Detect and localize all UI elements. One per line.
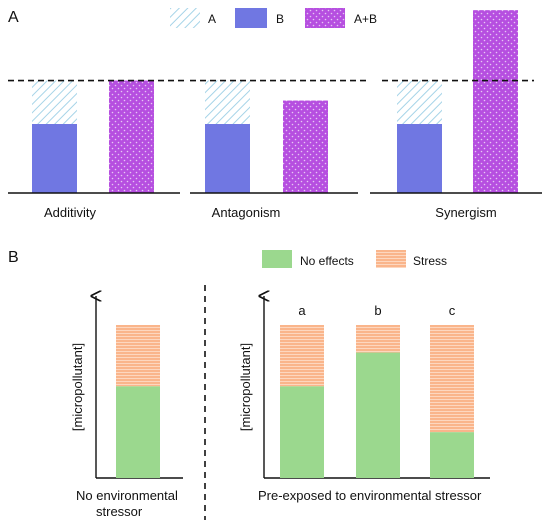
- right-bar-stress-c: [430, 325, 474, 433]
- bar-a-synergism: [397, 80, 442, 124]
- bar-a-antagonism: [205, 80, 250, 124]
- legend-swatch-no-effects: [262, 250, 292, 268]
- legend-label-ab: A+B: [354, 12, 377, 26]
- right-bar-stress-b: [356, 325, 400, 353]
- panel-a-label: A: [8, 9, 19, 26]
- left-y-axis-label: [micropollutant]: [70, 343, 85, 431]
- bar-ab-additivity: [109, 80, 154, 193]
- bar-ab-antagonism: [283, 100, 328, 193]
- left-bar-stress-bar: [116, 325, 160, 387]
- panel-a-legend: A B A+B: [170, 8, 377, 28]
- legend-swatch-stress: [376, 250, 406, 268]
- legend-swatch-ab: [305, 8, 345, 28]
- panel-a-chart: [8, 10, 542, 194]
- right-stacked-bars: a b c: [280, 303, 474, 478]
- bar-letter-c: c: [449, 303, 456, 318]
- legend-swatch-b: [235, 8, 267, 28]
- legend-label-a: A: [208, 12, 216, 26]
- bar-ab-synergism: [473, 10, 518, 194]
- group-label-synergism: Synergism: [435, 205, 496, 220]
- legend-label-stress: Stress: [413, 254, 447, 268]
- panel-b-legend: No effects Stress: [262, 250, 447, 268]
- right-bar-stress-a: [280, 325, 324, 387]
- left-bar-no-effects-bar: [116, 386, 160, 478]
- right-caption: Pre-exposed to environmental stressor: [258, 488, 482, 503]
- left-caption-line1: No environmental: [76, 488, 178, 503]
- bar-a-additivity: [32, 80, 77, 124]
- bar-b-antagonism: [205, 124, 250, 193]
- right-bar-no-effects-a: [280, 386, 324, 478]
- bar-b-synergism: [397, 124, 442, 193]
- left-stacked-bar: [116, 325, 160, 478]
- bar-letter-a: a: [298, 303, 306, 318]
- group-label-antagonism: Antagonism: [212, 205, 281, 220]
- right-bar-no-effects-c: [430, 432, 474, 478]
- legend-label-no-effects: No effects: [300, 254, 354, 268]
- legend-swatch-a: [170, 8, 200, 28]
- panel-b-label: B: [8, 249, 19, 266]
- bar-b-additivity: [32, 124, 77, 193]
- group-label-additivity: Additivity: [44, 205, 97, 220]
- right-bar-no-effects-b: [356, 352, 400, 478]
- right-y-axis-label: [micropollutant]: [238, 343, 253, 431]
- left-caption-line2: stressor: [96, 504, 143, 519]
- legend-label-b: B: [276, 12, 284, 26]
- bar-letter-b: b: [374, 303, 381, 318]
